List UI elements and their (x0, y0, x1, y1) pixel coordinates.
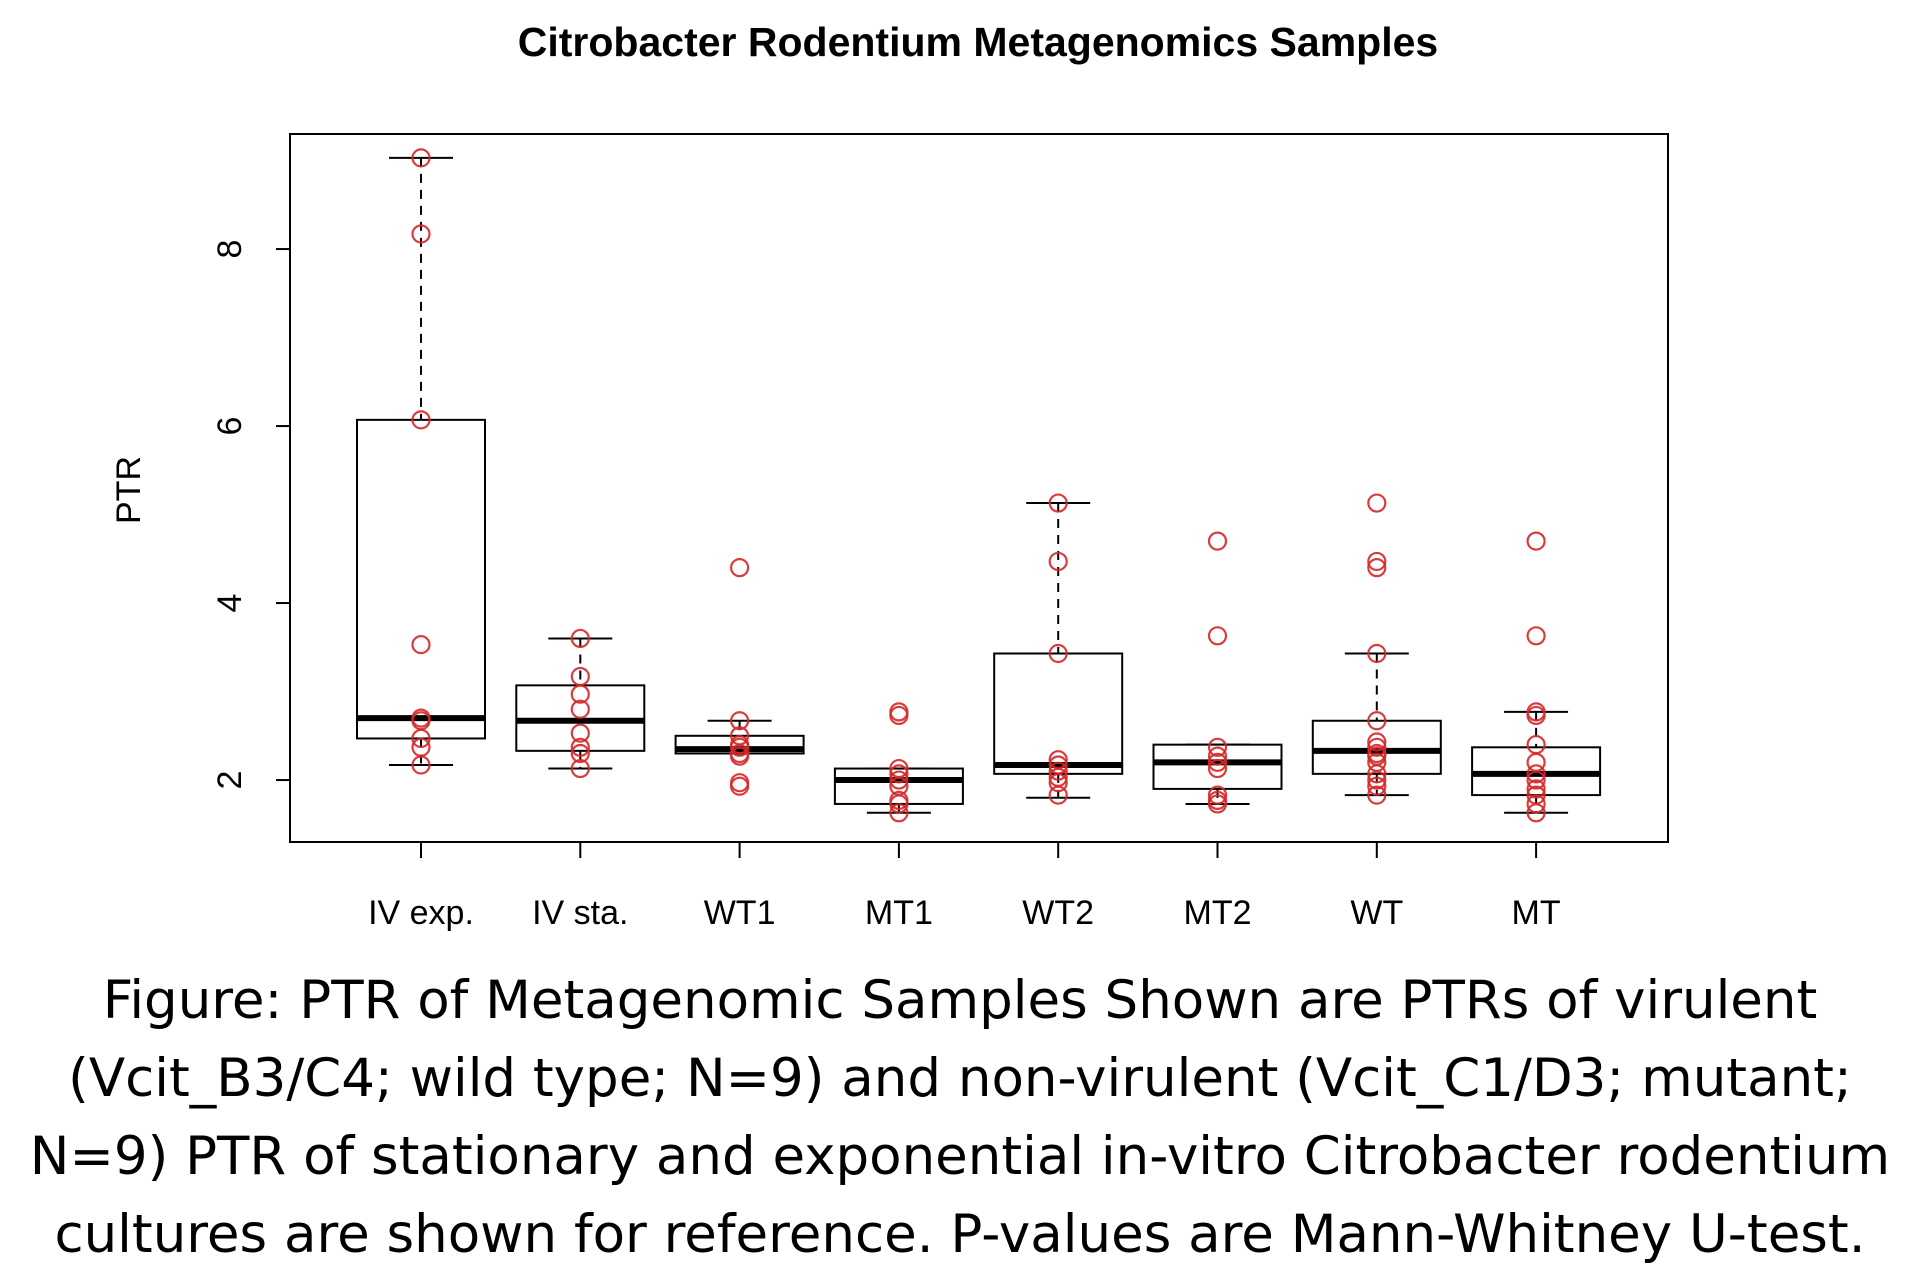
data-point (729, 711, 750, 731)
data-point (1367, 643, 1387, 664)
data-point (1526, 626, 1546, 646)
data-point (411, 635, 431, 655)
chart-title: Citrobacter Rodentium Metagenomics Sampl… (518, 19, 1438, 65)
data-point (1367, 732, 1387, 752)
data-point (1207, 758, 1228, 779)
data-point (570, 699, 590, 719)
y-axis-label: PTR (110, 456, 148, 524)
data-point (1048, 773, 1068, 793)
data-point (1048, 493, 1068, 513)
figure-caption: Figure: PTR of Metagenomic Samples Shown… (0, 962, 1920, 1274)
data-point (570, 628, 590, 649)
data-point (1526, 764, 1546, 784)
data-point (1526, 705, 1546, 726)
data-point (729, 776, 750, 796)
data-point (729, 558, 750, 578)
x-tick-label: MT2 (1184, 894, 1252, 932)
data-point (570, 743, 590, 764)
x-tick-label: IV exp. (368, 894, 474, 932)
data-point (570, 737, 590, 757)
data-point (729, 737, 750, 757)
y-axis: 2 4 6 8 (211, 240, 290, 790)
data-point (1526, 770, 1546, 790)
data-point (570, 758, 590, 779)
data-point (1207, 794, 1228, 814)
data-point (1526, 531, 1546, 551)
x-tick-label: MT1 (865, 894, 933, 932)
data-point (1367, 493, 1387, 513)
data-point (1367, 776, 1387, 796)
data-point (889, 794, 909, 814)
box-body (833, 767, 964, 805)
y-tick-label: 6 (211, 417, 249, 436)
data-point (1367, 711, 1387, 731)
data-point (1526, 803, 1546, 823)
data-point (1048, 643, 1068, 664)
caption-line: (Vcit_B3/C4; wild type; N=9) and non-vir… (68, 1048, 1852, 1109)
data-point (1367, 558, 1387, 578)
data-points-group (411, 148, 1546, 823)
data-point (1048, 761, 1068, 781)
data-point (889, 705, 909, 726)
data-point (1207, 626, 1228, 646)
data-point (411, 755, 431, 775)
x-axis: IV exp. IV sta. WT1 MT1 WT2 MT2 WT MT (368, 842, 1561, 932)
box-body (356, 418, 486, 740)
caption-line: N=9) PTR of stationary and exponential i… (29, 1126, 1891, 1187)
data-point (1048, 785, 1068, 805)
data-point (570, 723, 590, 743)
data-point (1526, 779, 1546, 799)
data-point (1367, 770, 1387, 790)
data-point (570, 684, 590, 704)
data-point (1048, 551, 1068, 572)
x-tick-label: IV sta. (532, 894, 628, 932)
data-point (411, 728, 431, 749)
data-point (889, 764, 909, 784)
caption-line: cultures are shown for reference. P-valu… (54, 1204, 1866, 1265)
x-tick-label: WT1 (704, 894, 776, 932)
data-point (1207, 752, 1228, 772)
data-point (1207, 746, 1228, 766)
y-tick-label: 2 (211, 771, 249, 790)
data-point (1207, 785, 1228, 805)
data-point (411, 224, 431, 244)
y-tick-label: 8 (211, 240, 249, 259)
data-point (1367, 737, 1387, 757)
x-tick-label: WT2 (1022, 894, 1094, 932)
boxplot-chart: Citrobacter Rodentium Metagenomics Sampl… (110, 19, 1669, 932)
box-4 (993, 502, 1124, 799)
y-tick-label: 4 (211, 594, 249, 613)
data-point (1207, 531, 1228, 551)
box-6 (1311, 652, 1442, 797)
boxes-group (356, 156, 1602, 814)
x-tick-label: WT (1350, 894, 1403, 932)
data-point (1367, 764, 1387, 784)
data-point (411, 148, 431, 168)
caption-line: Figure: PTR of Metagenomic Samples Shown… (102, 970, 1818, 1031)
data-point (1526, 794, 1546, 814)
box-3 (833, 767, 964, 814)
data-point (1367, 551, 1387, 572)
data-point (1207, 737, 1228, 757)
data-point (411, 410, 431, 430)
box-0 (356, 156, 486, 767)
plot-frame (289, 133, 1669, 843)
data-point (889, 803, 909, 823)
box-body (1152, 743, 1283, 790)
data-point (889, 770, 909, 790)
box-5 (1152, 743, 1283, 805)
data-point (1367, 785, 1387, 805)
box-body (993, 652, 1124, 775)
x-tick-label: MT (1512, 894, 1561, 932)
data-point (729, 746, 750, 766)
